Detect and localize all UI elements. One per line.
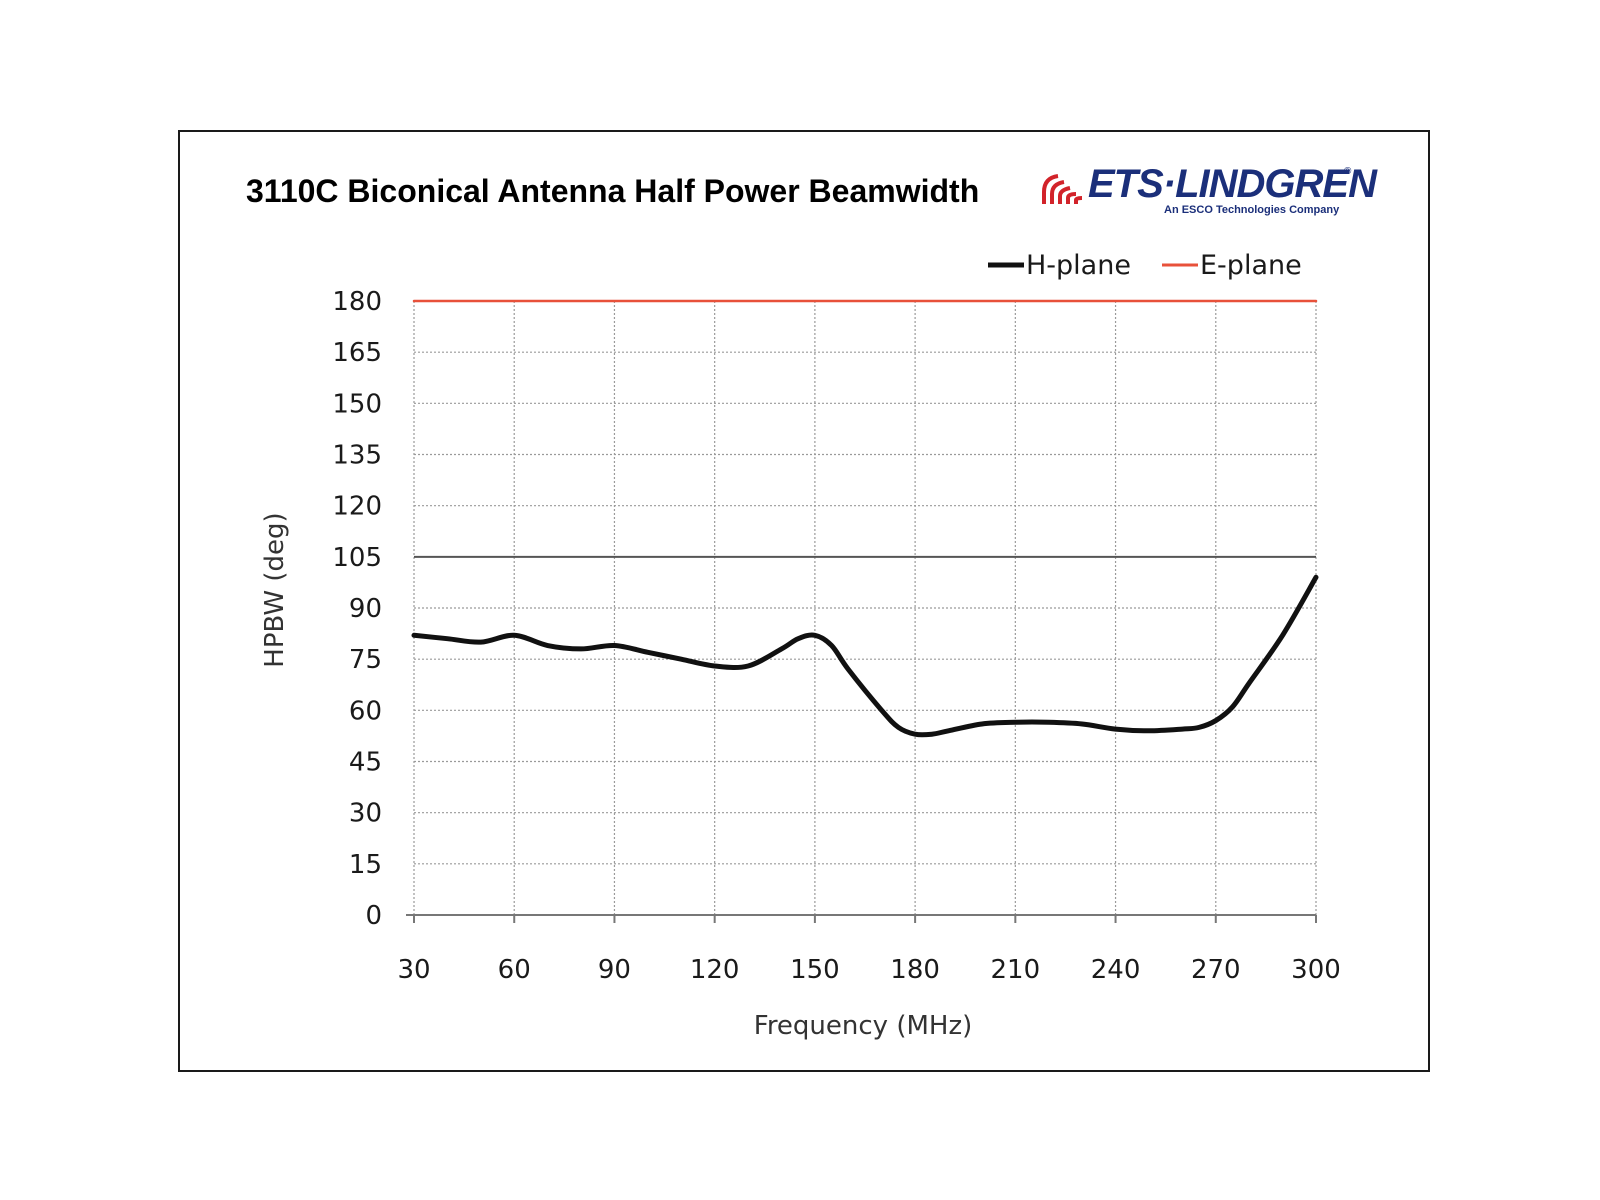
x-tick-label: 90	[598, 955, 631, 985]
x-tick-label: 150	[790, 955, 840, 985]
y-tick-label: 165	[332, 338, 382, 368]
chart-legend: H-plane E-plane	[988, 250, 1302, 281]
logo-tagline: An ESCO Technologies Company	[1164, 204, 1340, 216]
x-axis-label: Frequency (MHz)	[754, 1011, 973, 1041]
chart-title: 3110C Biconical Antenna Half Power Beamw…	[246, 173, 980, 209]
y-tick-label: 15	[349, 850, 382, 880]
registered-mark: ®	[1344, 166, 1352, 177]
x-tick-label: 300	[1291, 955, 1341, 985]
y-tick-label: 150	[332, 389, 382, 419]
x-tick-label: 60	[498, 955, 531, 985]
logo-wordmark: ETS·LINDGREN	[1088, 162, 1377, 206]
x-tick-label: 180	[890, 955, 940, 985]
h-plane-series-line	[411, 574, 1319, 738]
x-tick-label: 270	[1191, 955, 1241, 985]
y-tick-label: 0	[365, 901, 382, 931]
y-tick-label: 90	[349, 594, 382, 624]
y-axis-ticks: 0 15 30 45 60 75 90 105 120 135 150 165 180	[332, 287, 382, 931]
y-axis-label: HPBW (deg)	[260, 512, 290, 667]
y-tick-label: 30	[349, 799, 382, 829]
legend-label-e-plane: E-plane	[1200, 250, 1302, 281]
legend-label-h-plane: H-plane	[1026, 250, 1131, 281]
signal-waves-icon	[1042, 174, 1083, 204]
x-tick-label: 210	[991, 955, 1041, 985]
chart-series	[411, 299, 1319, 738]
x-tick-label: 240	[1091, 955, 1141, 985]
chart-grid	[413, 300, 1317, 916]
y-tick-label: 45	[349, 748, 382, 778]
chart-highlight-lines	[406, 555, 1316, 916]
y-tick-label: 120	[332, 492, 382, 522]
y-tick-label: 135	[332, 441, 382, 471]
x-tick-label: 30	[397, 955, 430, 985]
y-tick-label: 105	[332, 543, 382, 573]
x-axis-ticks: 30 60 90 120 150 180 210 240 270 300	[397, 915, 1341, 985]
y-tick-label: 180	[332, 287, 382, 317]
y-tick-label: 75	[349, 645, 382, 675]
company-logo: ETS·LINDGREN ® An ESCO Technologies Comp…	[1040, 162, 1377, 222]
x-tick-label: 120	[690, 955, 740, 985]
y-tick-label: 60	[349, 696, 382, 726]
